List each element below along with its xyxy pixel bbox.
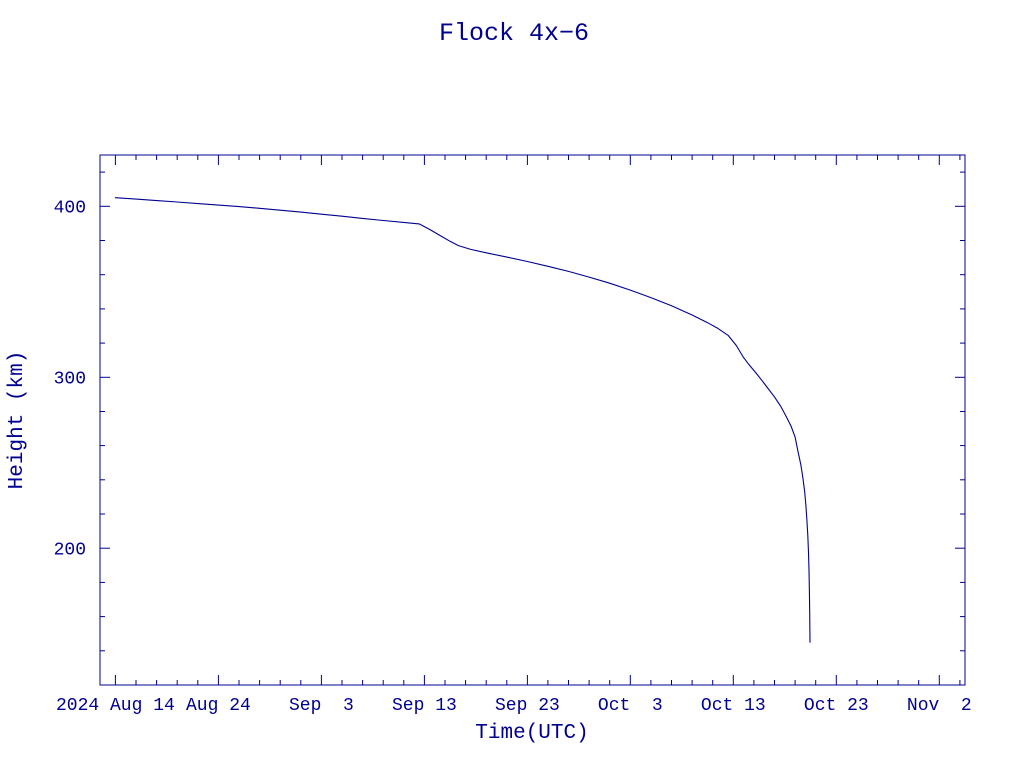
x-tick-label: Nov 2: [907, 696, 972, 716]
axes-ticks: 2024 Aug 14 Aug 24 Sep 3 Sep 13 Sep 23 Oct 3 O…: [54, 155, 972, 716]
y-axis-label: Height (km): [6, 351, 29, 490]
chart-title: Flock 4x−6: [439, 19, 589, 48]
x-tick-label: Oct 23: [804, 696, 869, 716]
x-tick-label: Aug 24: [186, 696, 251, 716]
x-tick-label: Oct 13: [701, 696, 766, 716]
x-tick-label: Oct 3: [598, 696, 663, 716]
x-tick-label: 2024 Aug 14: [56, 696, 175, 716]
y-tick-label: 400: [54, 199, 86, 219]
x-tick-label: Sep 13: [392, 696, 457, 716]
y-tick-label: 300: [54, 370, 86, 390]
x-tick-label: Sep 23: [495, 696, 560, 716]
x-tick-label: Sep 3: [289, 696, 354, 716]
height-series-line: [114, 197, 811, 643]
x-axis-label: Time(UTC): [475, 722, 588, 745]
plot-box: [99, 154, 966, 686]
y-tick-label: 200: [54, 541, 86, 561]
